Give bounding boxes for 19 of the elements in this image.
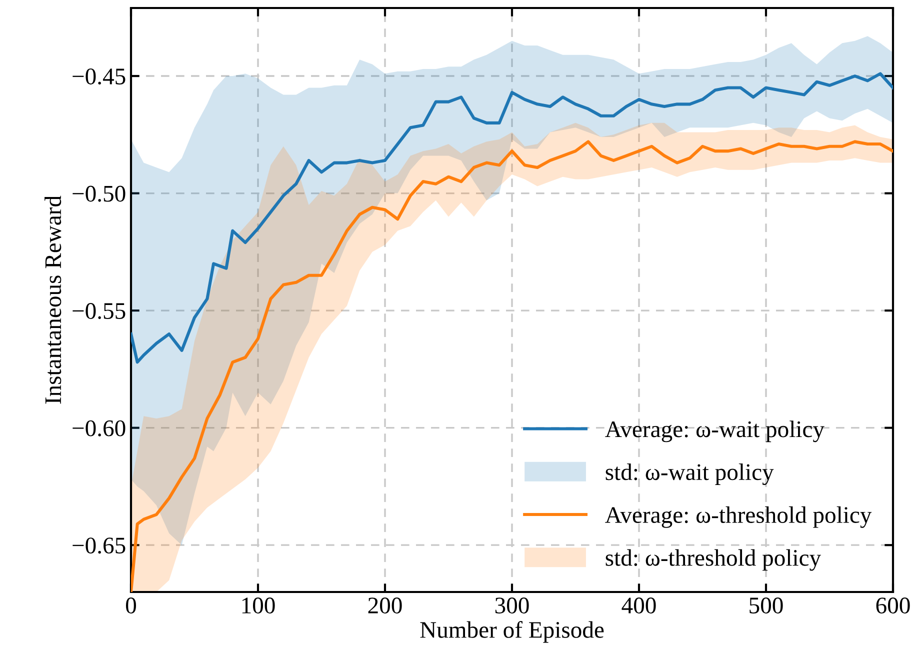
x-tick-label: 300 [495, 598, 529, 614]
y-tick-label: −0.50 [72, 186, 126, 202]
annotation: std: ω-threshold policy [606, 549, 821, 571]
y-axis-title: Instantaneous Reward [44, 196, 62, 404]
x-tick-label: 200 [368, 598, 402, 614]
x-axis-title: Number of Episode [420, 621, 604, 643]
x-tick-label: 0 [126, 598, 136, 614]
y-tick-label: −0.55 [72, 303, 126, 320]
line-series [131, 72, 893, 364]
annotation: std: ω-wait policy [606, 464, 774, 486]
x-tick-label: 500 [750, 598, 783, 614]
x-tick-label: 600 [876, 598, 910, 614]
legend-label: Average: ω-threshold policy [605, 506, 872, 528]
y-tick-label: −0.45 [72, 68, 126, 85]
y-tick-label: −0.65 [72, 538, 126, 554]
x-tick-label: 100 [242, 598, 275, 614]
legend-label: Average: ω-wait policy [605, 420, 824, 442]
y-tick-label: −0.60 [72, 420, 126, 436]
x-tick-label: 400 [622, 598, 656, 614]
